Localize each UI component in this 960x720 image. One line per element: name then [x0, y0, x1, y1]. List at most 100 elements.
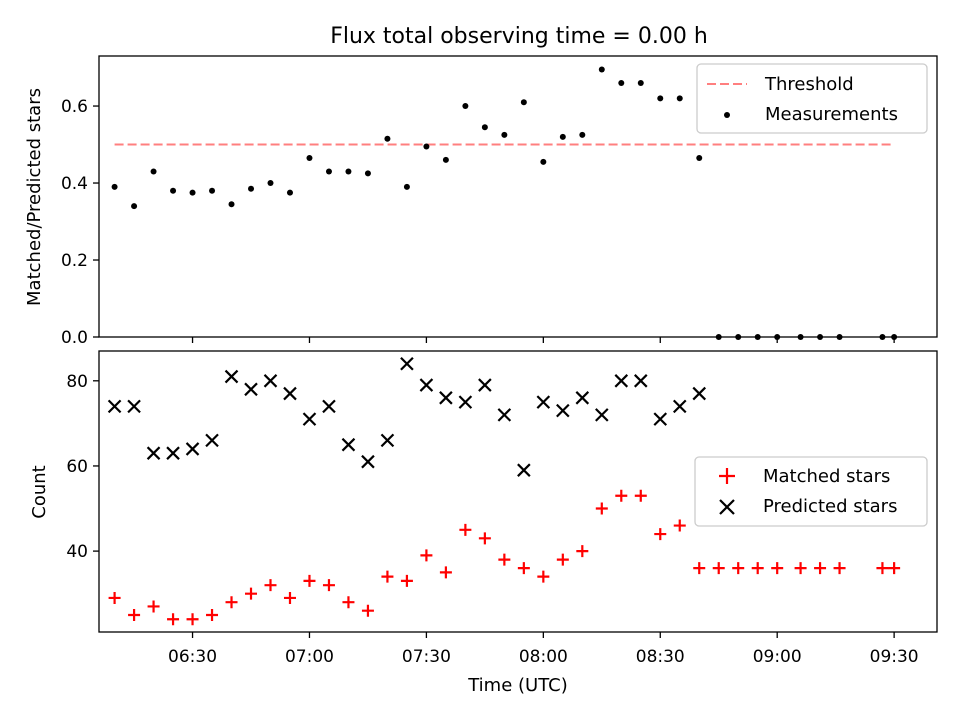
measurement-point [325, 168, 332, 175]
top-ytick-label: 0.4 [61, 174, 88, 194]
matched-star-marker [794, 562, 807, 575]
matched-star-marker [517, 562, 530, 575]
matched-star-marker [283, 591, 296, 604]
bottom-xtick-label: 06:30 [168, 647, 217, 667]
predicted-star-marker [439, 391, 453, 405]
matched-star-marker [634, 489, 647, 502]
matched-star-marker [225, 596, 238, 609]
matched-star-marker [303, 574, 316, 587]
legend-measurements-label: Measurements [765, 104, 898, 125]
measurement-point [520, 99, 527, 106]
matched-star-marker [381, 570, 394, 583]
matched-star-marker [876, 562, 889, 575]
matched-star-marker [771, 562, 784, 575]
matched-star-marker [576, 545, 589, 558]
measurement-point [248, 185, 255, 192]
matched-star-marker [888, 562, 901, 575]
predicted-star-marker [224, 369, 239, 384]
matched-star-marker [128, 608, 141, 621]
chart-title: Flux total observing time = 0.00 h [330, 24, 708, 49]
predicted-star-marker [614, 374, 629, 388]
matched-star-marker [245, 587, 258, 600]
predicted-star-marker [166, 446, 180, 460]
measurement-point [150, 168, 157, 175]
matched-star-marker [498, 553, 511, 566]
predicted-star-marker [672, 399, 687, 414]
measurement-point [676, 95, 683, 102]
bottom-ylabel: Count [29, 465, 50, 518]
legend-matched-label: Matched stars [763, 466, 890, 487]
predicted-star-marker [497, 408, 512, 422]
predicted-star-marker [536, 395, 551, 409]
measurement-point [170, 187, 177, 194]
bottom-legend-box [694, 456, 928, 527]
matched-star-marker [459, 523, 472, 536]
measurement-point [462, 103, 469, 110]
bottom-xtick-label: 08:30 [636, 647, 685, 667]
predicted-star-marker [419, 378, 434, 392]
measurement-point [111, 183, 118, 190]
predicted-star-marker [556, 403, 570, 418]
predicted-star-marker [244, 382, 258, 397]
legend-predicted-swatch [719, 499, 735, 515]
predicted-star-marker [380, 433, 395, 448]
bottom-ytick-label: 80 [66, 372, 88, 392]
predicted-star-marker [575, 391, 590, 405]
measurement-point [559, 133, 566, 140]
matched-star-marker [693, 562, 706, 575]
top-frame [98, 55, 938, 338]
matched-star-marker [108, 591, 121, 604]
measurement-point [228, 201, 235, 208]
matched-star-marker [361, 604, 374, 617]
bottom-legend: Matched stars Predicted stars [694, 456, 928, 527]
predicted-star-marker [205, 433, 219, 448]
predicted-star-marker [341, 437, 356, 452]
matched-star-marker [556, 553, 569, 566]
top-legend-box [696, 63, 928, 134]
bottom-axes: 40 60 80 06:30 07:00 07:30 08:00 08:30 09:00 09:3… [66, 350, 938, 667]
top-ytick-label: 0.6 [61, 97, 88, 117]
matched-star-marker [673, 519, 686, 532]
matched-star-marker [654, 528, 667, 541]
bottom-xlabel: Time (UTC) [467, 675, 568, 696]
matched-star-marker [615, 489, 628, 502]
matched-star-marker [147, 600, 160, 613]
legend-measurements-swatch [724, 112, 730, 118]
measurement-point [189, 189, 196, 196]
matched-star-marker [206, 608, 219, 621]
legend-predicted-label: Predicted stars [763, 496, 897, 517]
bottom-xtick-label: 09:00 [753, 647, 802, 667]
matched-star-marker [186, 613, 199, 626]
measurement-point [501, 131, 508, 138]
matched-star-marker [167, 613, 180, 626]
measurement-point [579, 131, 586, 138]
matched-star-marker [439, 566, 452, 579]
bottom-ytick-label: 40 [66, 542, 88, 562]
bottom-plot-area [107, 356, 901, 626]
measurement-point [209, 187, 216, 194]
matched-star-marker [478, 532, 491, 545]
matched-star-marker [537, 570, 550, 583]
predicted-star-marker [283, 386, 297, 401]
predicted-star-marker [322, 399, 336, 414]
predicted-star-marker [458, 395, 473, 409]
predicted-star-marker [185, 442, 200, 456]
legend-threshold-label: Threshold [764, 74, 854, 95]
top-ytick-label: 0.2 [61, 251, 88, 271]
top-axes: 0.0 0.2 0.4 0.6 [61, 55, 938, 348]
predicted-star-marker [517, 463, 531, 477]
measurement-point [423, 143, 430, 150]
measurement-point [598, 66, 605, 73]
measurement-point [306, 155, 313, 162]
matched-star-marker [814, 562, 827, 575]
matched-star-marker [751, 562, 764, 575]
predicted-star-marker [146, 446, 161, 460]
measurement-point [481, 124, 488, 131]
measurement-point [267, 180, 274, 187]
bottom-xtick-label: 09:30 [870, 647, 919, 667]
predicted-star-marker [478, 378, 492, 392]
measurement-point [540, 158, 547, 165]
predicted-star-marker [263, 374, 278, 388]
predicted-star-marker [127, 399, 141, 414]
